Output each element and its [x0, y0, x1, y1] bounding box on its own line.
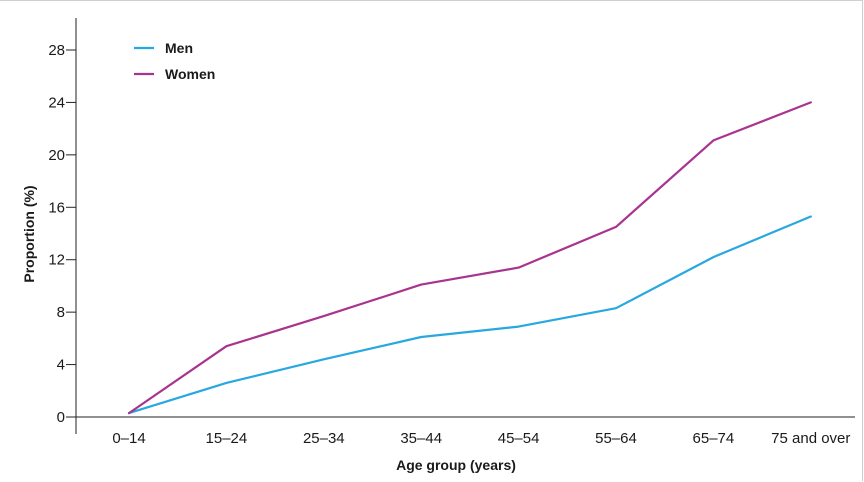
x-axis-title: Age group (years) [396, 457, 516, 473]
x-tick-label: 55–64 [595, 430, 637, 447]
x-tick-label: 75 and over [771, 430, 850, 447]
y-axis-ticks: 0 4 8 12 16 20 24 28 [48, 42, 76, 426]
x-tick-label: 45–54 [498, 430, 540, 447]
series-line-women [127, 101, 812, 415]
x-tick-label: 15–24 [206, 430, 248, 447]
y-axis-title: Proportion (%) [21, 185, 37, 282]
legend: Men Women [134, 40, 215, 82]
y-tick-label: 16 [48, 199, 65, 216]
legend-label-men: Men [165, 40, 193, 56]
series-line-men [127, 215, 812, 415]
y-tick-label: 20 [48, 147, 65, 164]
y-tick-label: 28 [48, 42, 65, 59]
x-tick-label: 35–44 [400, 430, 442, 447]
x-tick-label: 65–74 [693, 430, 735, 447]
y-tick-label: 8 [57, 304, 65, 321]
y-tick-label: 12 [48, 252, 65, 269]
y-tick-label: 4 [57, 357, 65, 374]
y-tick-label: 24 [48, 94, 65, 111]
x-axis-ticks: 0–14 15–24 25–34 35–44 45–54 55–64 65–74 75 and… [112, 430, 850, 447]
x-tick-label: 0–14 [112, 430, 145, 447]
series-lines [127, 101, 812, 415]
legend-label-women: Women [165, 66, 215, 82]
x-tick-label: 25–34 [303, 430, 345, 447]
y-tick-label: 0 [57, 409, 65, 426]
